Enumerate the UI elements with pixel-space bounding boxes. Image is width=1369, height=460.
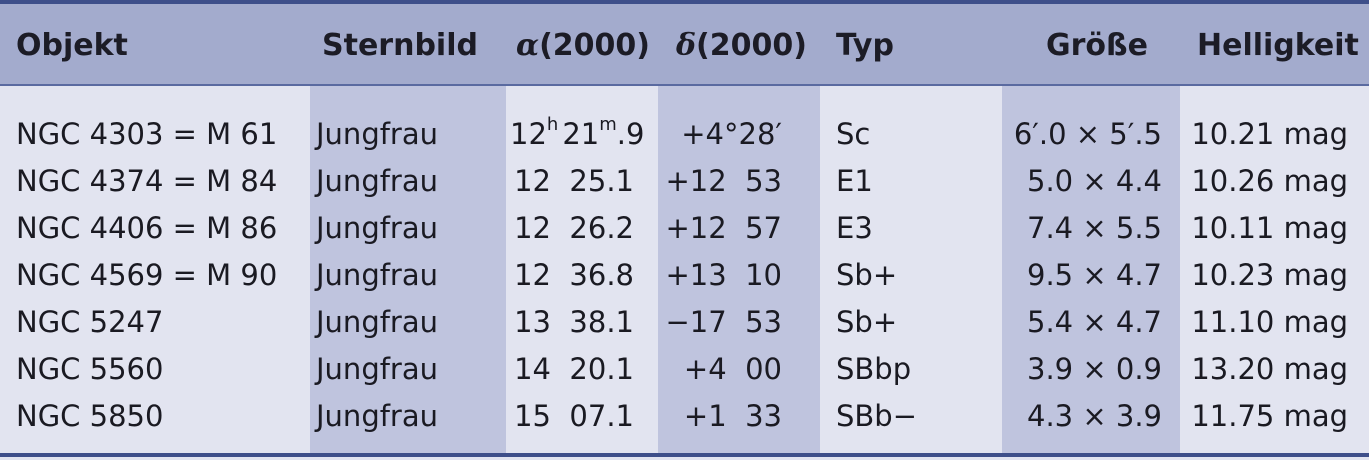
cell-groesse: 3.9 × 0.9 — [1027, 352, 1162, 386]
cell-sternbild: Jungfrau — [316, 352, 439, 386]
cell-ra: 12 36.8 — [514, 258, 634, 292]
cell-sternbild: Jungfrau — [316, 164, 439, 198]
alpha-symbol: α — [516, 28, 540, 63]
ra-ra-m: 21 — [562, 117, 600, 151]
cell-typ: E3 — [836, 211, 873, 245]
cell-ra: 15 07.1 — [514, 399, 634, 433]
ra-ra-h: 12 — [510, 117, 547, 151]
header-sternbild: Sternbild — [322, 28, 478, 63]
cell-dec: −17 53 — [665, 305, 782, 339]
cell-ra: 12 25.1 — [514, 164, 634, 198]
cell-groesse: 7.4 × 5.5 — [1027, 211, 1162, 245]
cell-helligkeit: 10.11 mag — [1191, 211, 1348, 245]
cell-helligkeit: 11.10 mag — [1191, 305, 1348, 339]
column-band-groesse — [1002, 86, 1180, 453]
alpha-epoch: (2000) — [539, 28, 651, 63]
cell-typ: Sc — [836, 117, 871, 151]
cell-dec: +4°28′ — [681, 117, 782, 151]
cell-sternbild: Jungfrau — [316, 305, 439, 339]
cell-typ: E1 — [836, 164, 873, 198]
table-row: NGC 4303 = M 61 Jungfrau 12h 21m.9 +4°28′ Sc 6… — [0, 111, 1369, 157]
table-row: NGC 4374 = M 84 Jungfrau 12 25.1 +12 53 E1 5.… — [0, 158, 1369, 204]
cell-helligkeit: 13.20 mag — [1191, 352, 1348, 386]
cell-ra: 14 20.1 — [514, 352, 634, 386]
table-row: NGC 4406 = M 86 Jungfrau 12 26.2 +12 57 E3 7.… — [0, 205, 1369, 251]
cell-objekt: NGC 4569 = M 90 — [16, 258, 278, 292]
table-row: NGC 4569 = M 90 Jungfrau 12 36.8 +13 10 Sb+ 9… — [0, 252, 1369, 298]
ra-ra-h-unit: h — [546, 114, 559, 135]
table-row: NGC 5850 Jungfrau 15 07.1 +1 33 SBb− 4.3 × 3.… — [0, 393, 1369, 439]
cell-dec: +13 10 — [665, 258, 782, 292]
cell-groesse: 5.4 × 4.7 — [1027, 305, 1162, 339]
bottom-rule — [0, 453, 1369, 457]
cell-ra: 13 38.1 — [514, 305, 634, 339]
header-delta: δ(2000) — [676, 26, 807, 66]
header-objekt: Objekt — [16, 28, 128, 63]
cell-sternbild: Jungfrau — [316, 117, 439, 151]
column-band-sternbild — [310, 86, 506, 453]
header-helligkeit: Helligkeit — [1197, 28, 1359, 63]
cell-objekt: NGC 4406 = M 86 — [16, 211, 278, 245]
cell-typ: SBbp — [836, 352, 912, 386]
cell-groesse: 4.3 × 3.9 — [1027, 399, 1162, 433]
cell-dec: +4 00 — [683, 352, 782, 386]
cell-typ: Sb+ — [836, 258, 898, 292]
cell-objekt: NGC 4303 = M 61 — [16, 117, 278, 151]
cell-objekt: NGC 5850 — [16, 399, 164, 433]
header-alpha: α(2000) — [516, 26, 650, 66]
cell-sternbild: Jungfrau — [316, 211, 439, 245]
cell-groesse: 9.5 × 4.7 — [1027, 258, 1162, 292]
cell-helligkeit: 10.23 mag — [1191, 258, 1348, 292]
cell-helligkeit: 10.26 mag — [1191, 164, 1348, 198]
top-rule — [0, 0, 1369, 4]
cell-groesse: 5.0 × 4.4 — [1027, 164, 1162, 198]
ra-ra-m-unit: m — [599, 114, 617, 135]
cell-ra: 12h 21m.9 — [510, 111, 644, 157]
cell-dec: +12 53 — [665, 164, 782, 198]
delta-symbol: δ — [676, 28, 697, 63]
ra-ra-m-frac: .9 — [616, 117, 645, 151]
cell-sternbild: Jungfrau — [316, 258, 439, 292]
column-band-delta — [658, 86, 820, 453]
cell-dec: +1 33 — [683, 399, 782, 433]
cell-helligkeit: 11.75 mag — [1191, 399, 1348, 433]
table-row: NGC 5247 Jungfrau 13 38.1 −17 53 Sb+ 5.4 × 4.… — [0, 299, 1369, 345]
delta-epoch: (2000) — [696, 28, 807, 63]
cell-objekt: NGC 5560 — [16, 352, 164, 386]
header-typ: Typ — [836, 28, 894, 63]
table-header: Objekt Sternbild α(2000) δ(2000) Typ Grö… — [0, 4, 1369, 84]
header-divider — [0, 84, 1369, 86]
cell-typ: SBb− — [836, 399, 918, 433]
cell-sternbild: Jungfrau — [316, 399, 439, 433]
cell-helligkeit: 10.21 mag — [1191, 117, 1348, 151]
cell-dec: +12 57 — [665, 211, 782, 245]
table-row: NGC 5560 Jungfrau 14 20.1 +4 00 SBbp 3.9 × 0.… — [0, 346, 1369, 392]
header-groesse: Größe — [1046, 28, 1148, 63]
cell-typ: Sb+ — [836, 305, 898, 339]
cell-ra: 12 26.2 — [514, 211, 634, 245]
cell-groesse: 6′.0 × 5′.5 — [1013, 117, 1162, 151]
cell-objekt: NGC 4374 = M 84 — [16, 164, 278, 198]
cell-objekt: NGC 5247 — [16, 305, 164, 339]
